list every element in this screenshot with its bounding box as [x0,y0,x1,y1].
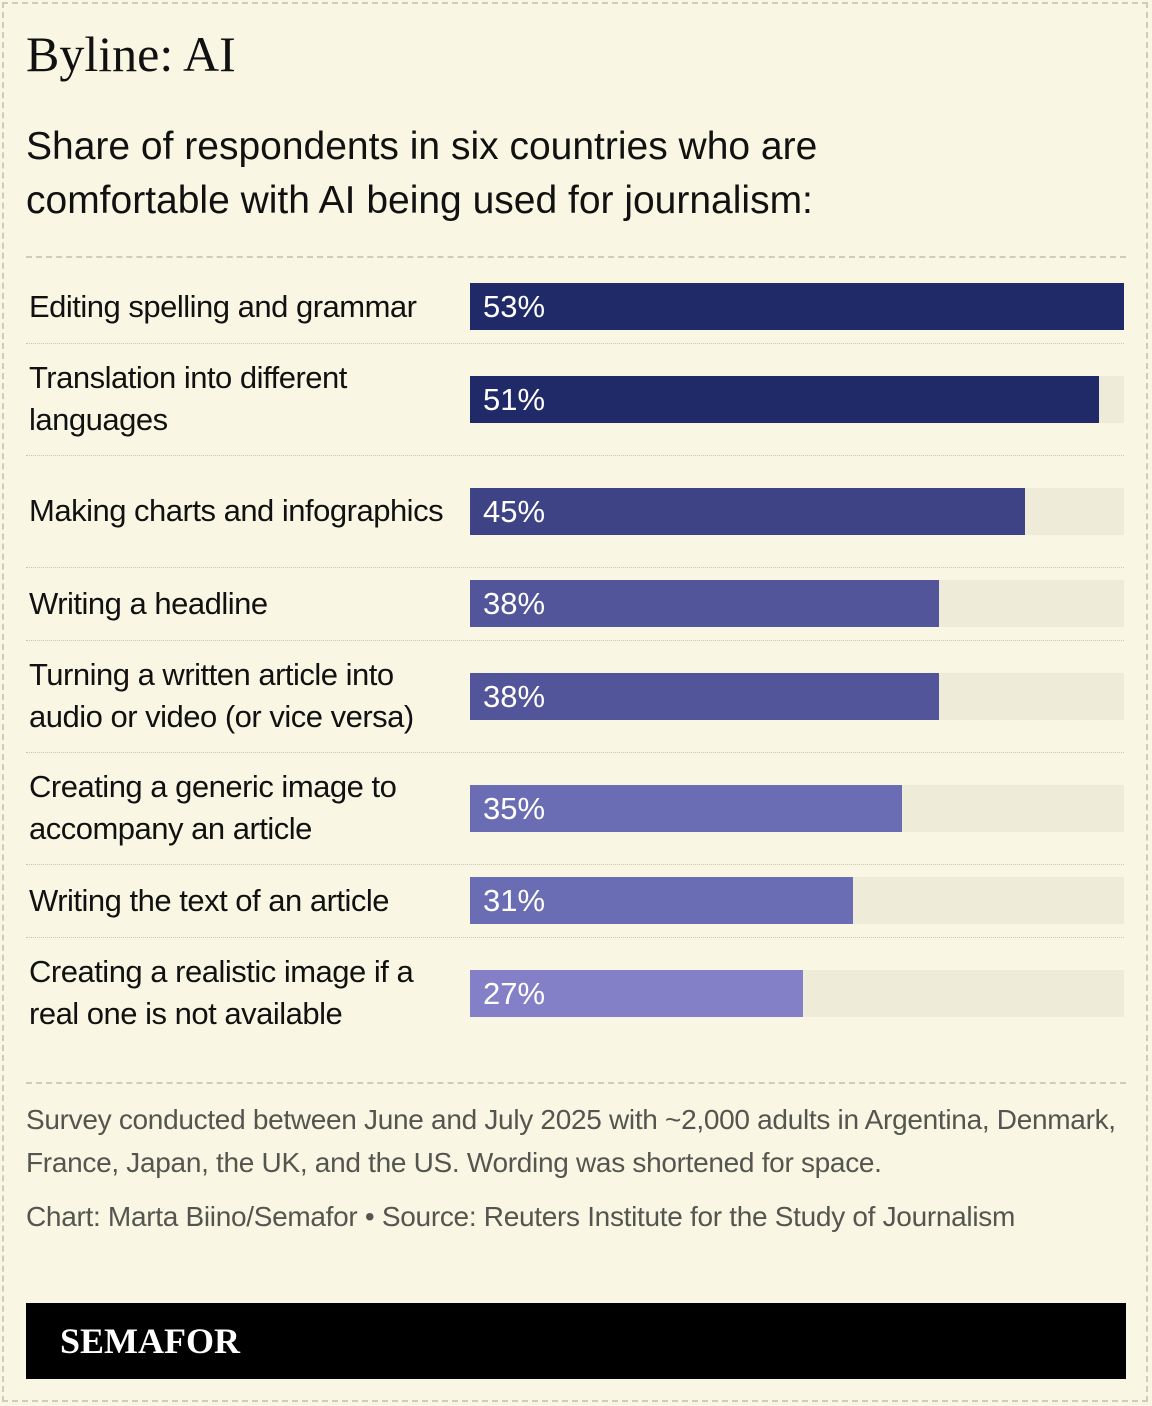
bottom-divider [26,1082,1126,1084]
bar-value-label: 35% [483,791,546,826]
row-separator [26,640,1124,641]
bar-value-label: 27% [483,976,546,1011]
bar-value-label: 38% [483,679,546,714]
category-label: Creating a generic image to accompany an… [29,769,397,846]
category-label: Turning a written article into audio or … [29,657,414,734]
bar-track: 51% [470,376,1124,423]
bar: 53% [470,283,1124,330]
bar: 38% [470,673,939,720]
category-label: Creating a realistic image if a real one… [29,954,414,1031]
bar: 38% [470,580,939,627]
row-separator [26,567,1124,568]
bar-value-label: 51% [483,382,546,417]
row-separator [26,343,1124,344]
category-label: Writing a headline [29,585,268,621]
bar-track: 31% [470,877,1124,924]
bar: 35% [470,785,902,832]
bar-value-label: 38% [483,586,546,621]
bar-track: 27% [470,970,1124,1017]
bar-track: 35% [470,785,1124,832]
row-separator [26,455,1124,456]
category-label: Making charts and infographics [29,493,444,528]
row-separator [26,752,1124,753]
headline: Byline: AI [26,26,236,82]
bar-value-label: 45% [483,494,546,529]
chart-subtitle: Share of respondents in six countries wh… [26,125,818,222]
bar: 45% [470,488,1025,535]
bar-value-label: 53% [483,289,546,324]
bar-value-label: 31% [483,883,546,918]
row-separator [26,864,1124,865]
bar: 51% [470,376,1099,423]
brand-logo: SEMAFOR [60,1321,240,1361]
row-separator [26,937,1124,938]
bar: 27% [470,970,803,1017]
bar: 31% [470,877,853,924]
category-label: Translation into different languages [29,360,347,437]
source-credit: Chart: Marta Biino/Semafor • Source: Reu… [26,1201,1015,1232]
bar-track: 38% [470,580,1124,627]
brand-bar: SEMAFOR [26,1303,1126,1379]
bar-track: 53% [470,283,1124,330]
bar-track: 45% [470,488,1124,535]
category-label: Editing spelling and grammar [29,288,417,324]
bar-track: 38% [470,673,1124,720]
survey-note: Survey conducted between June and July 2… [26,1104,1116,1178]
top-divider [26,256,1126,258]
category-label: Writing the text of an article [29,882,390,918]
